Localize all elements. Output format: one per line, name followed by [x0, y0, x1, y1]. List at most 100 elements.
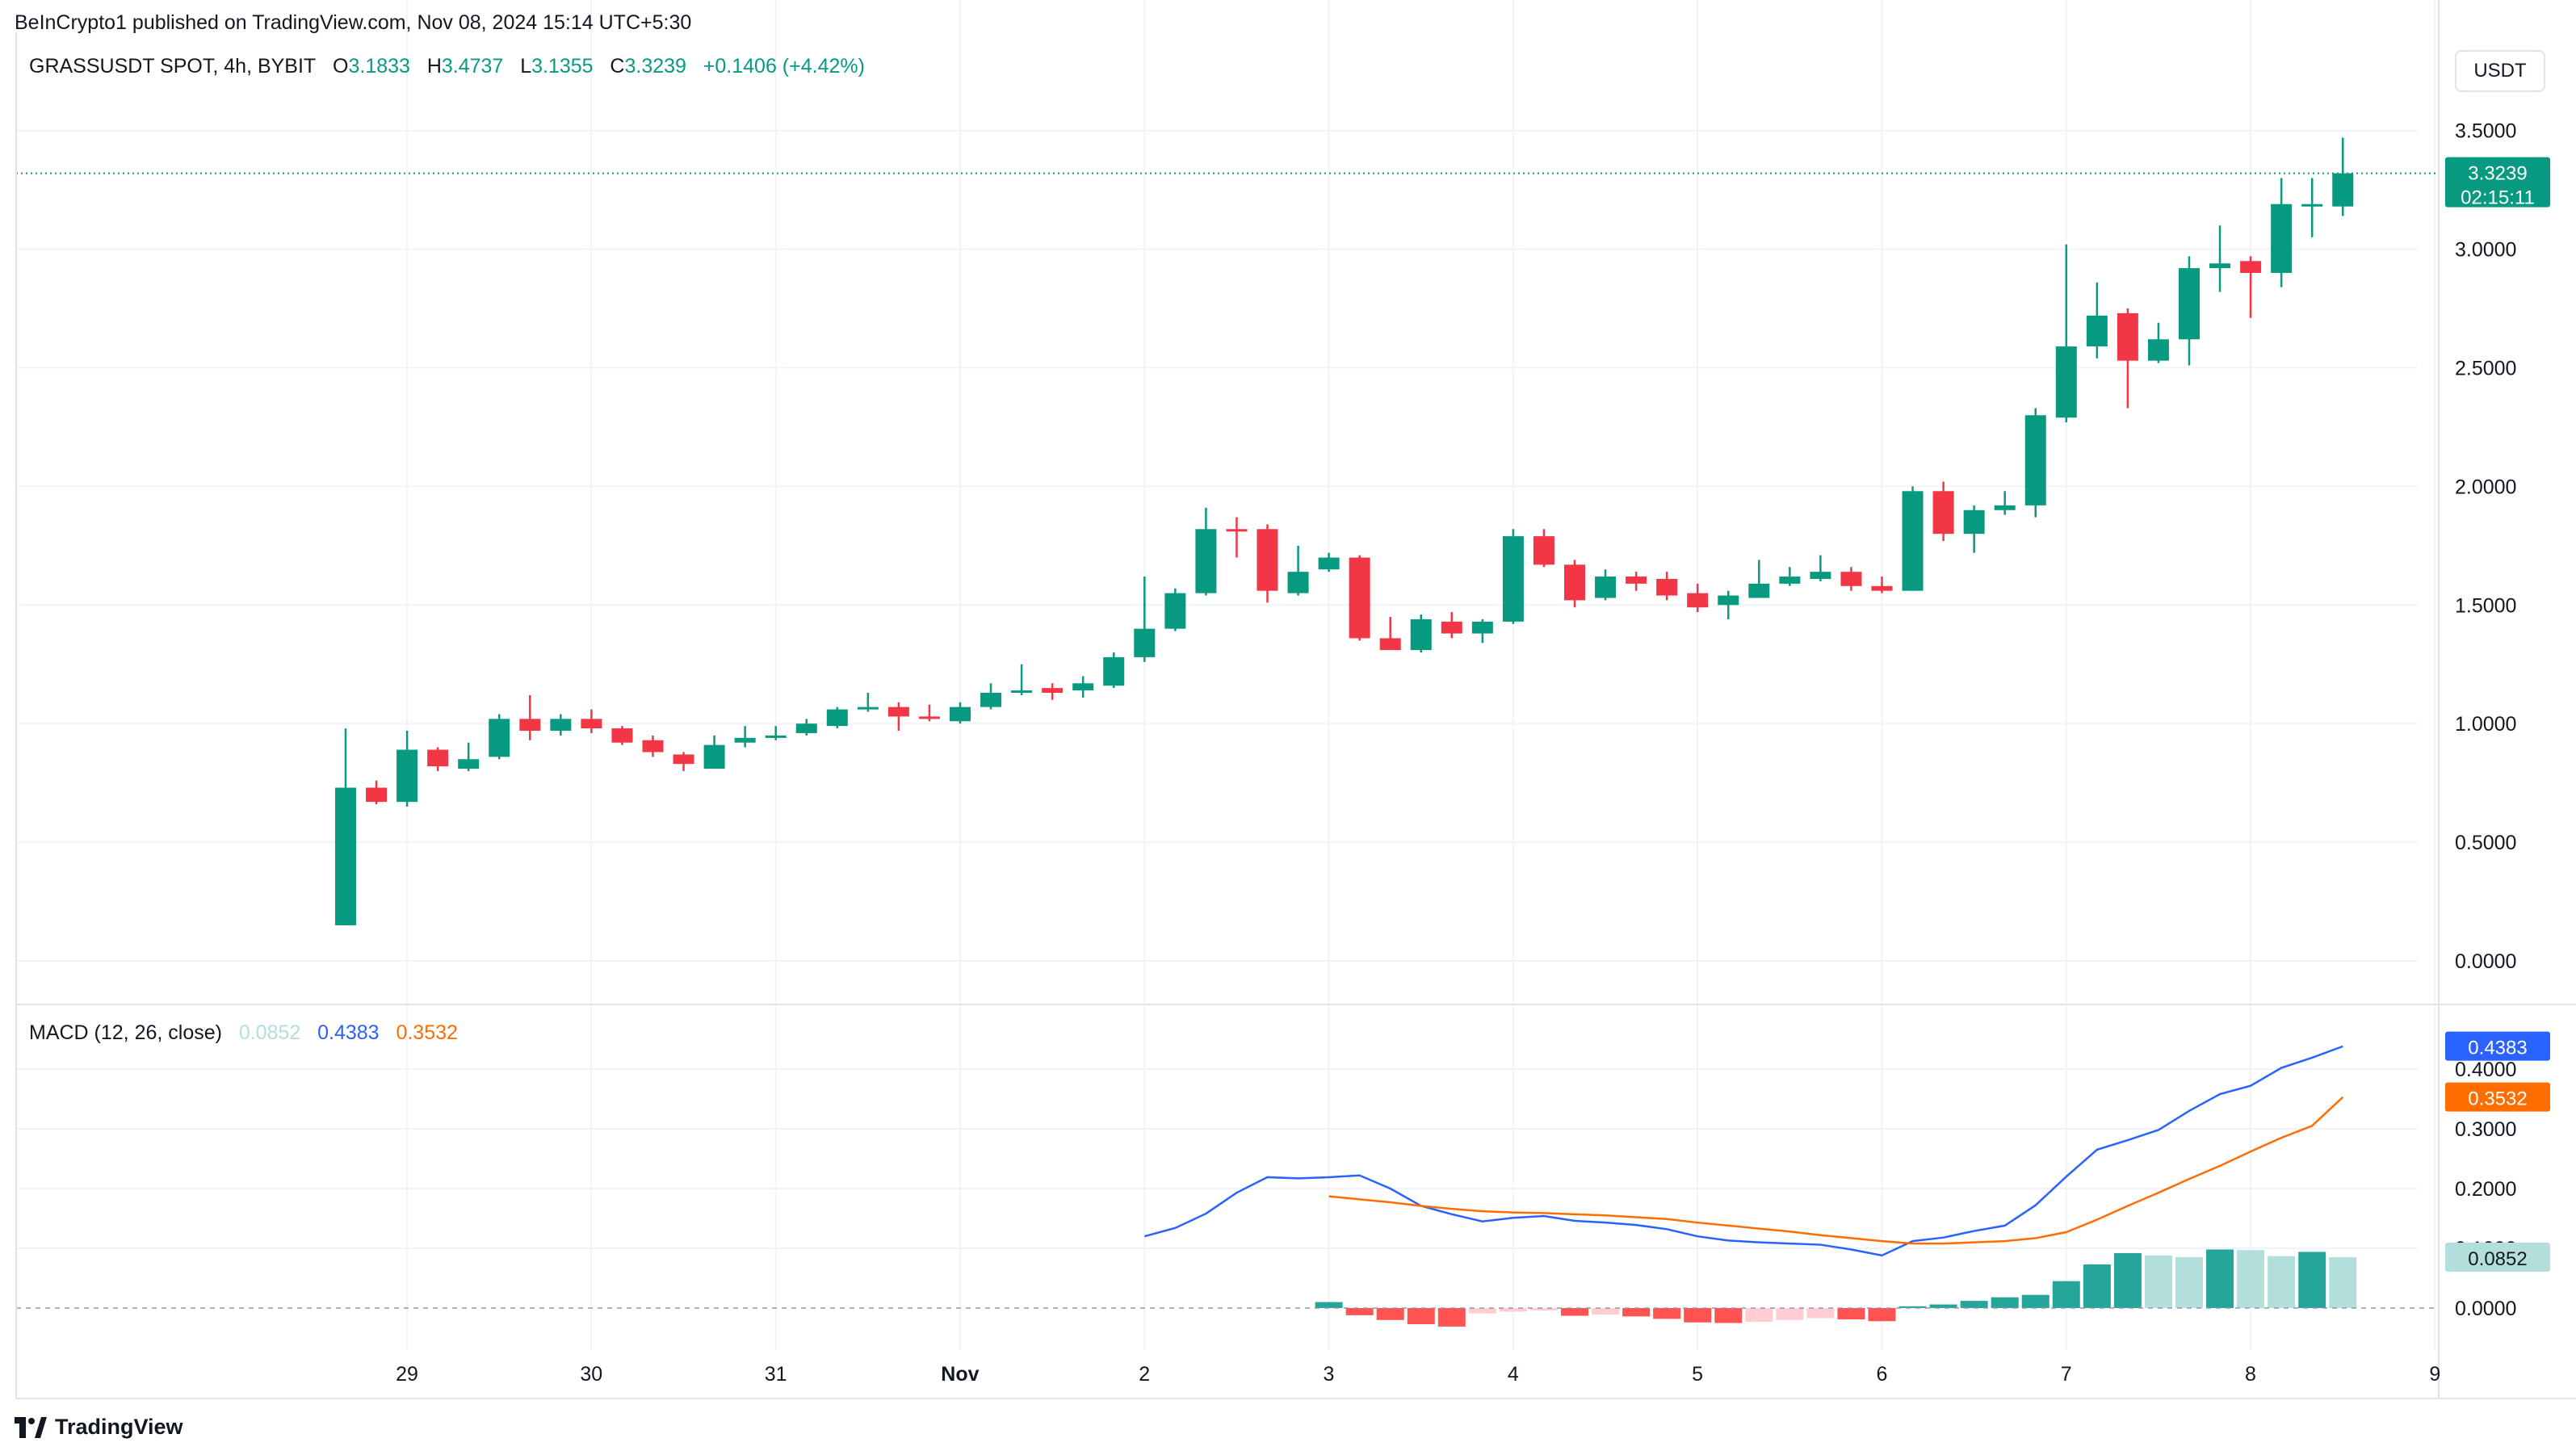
candle-up — [1134, 628, 1156, 657]
macd-histogram-bar — [1529, 1308, 1558, 1310]
price-tick-label: 1.0000 — [2455, 713, 2516, 736]
macd-histogram-bar — [1806, 1308, 1835, 1319]
macd-histogram-bar — [1960, 1301, 1988, 1308]
candle-down — [1349, 557, 1370, 639]
time-axis[interactable]: 29 30 31 Nov 2 3 4 5 6 7 8 9 — [396, 1363, 2440, 1386]
time-tick-label: 5 — [1692, 1363, 1703, 1386]
open-label: O — [333, 55, 349, 78]
macd-histogram — [1315, 1249, 2357, 1327]
macd-line-legend-value: 0.4383 — [317, 1021, 380, 1044]
time-tick-label: Nov — [941, 1363, 979, 1386]
macd-histogram-bar — [1714, 1308, 1743, 1323]
macd-histogram-bar — [2237, 1250, 2265, 1308]
price-axis[interactable]: 3.5000 3.0000 2.5000 2.0000 1.5000 1.0000 0.50… — [2455, 120, 2516, 973]
time-tick-label: 6 — [1876, 1363, 1887, 1386]
candle-up — [2147, 339, 2169, 361]
signal-legend-value: 0.3532 — [396, 1021, 458, 1044]
price-tick-label: 0.5000 — [2455, 832, 2516, 854]
tradingview-logo-icon — [15, 1416, 47, 1438]
macd-histogram-bar — [2113, 1252, 2142, 1308]
price-tick-label: 3.0000 — [2455, 239, 2516, 262]
candle-down — [366, 787, 388, 803]
candle-up — [1072, 683, 1094, 691]
price-tick-label: 2.5000 — [2455, 358, 2516, 380]
candle-up — [826, 709, 848, 727]
candle-up — [2209, 263, 2231, 269]
candle-down — [2117, 312, 2138, 361]
candle-down — [642, 740, 664, 753]
candle-down — [918, 716, 940, 719]
close-value: 3.3239 — [624, 55, 686, 78]
macd-histogram-bar — [2052, 1281, 2080, 1308]
low-label: L — [520, 55, 532, 78]
hist-value-badge-bg — [2445, 1242, 2550, 1272]
candle-up — [396, 749, 418, 803]
change-value: +0.1406 (+4.42%) — [703, 55, 865, 78]
macd-tick-label: 0.0000 — [2455, 1298, 2516, 1320]
candle-up — [335, 787, 356, 925]
candle-up — [2301, 203, 2323, 207]
macd-histogram-bar — [2175, 1257, 2203, 1308]
last-price-badge-bg — [2445, 157, 2550, 208]
macd-tick-label: 0.3000 — [2455, 1118, 2516, 1141]
time-tick-label: 30 — [580, 1363, 602, 1386]
open-value: 3.1833 — [348, 55, 410, 78]
macd-histogram-bar — [1898, 1306, 1927, 1308]
macd-histogram-bar — [2268, 1256, 2296, 1308]
brand-name: TradingView — [55, 1415, 183, 1439]
candle-down — [1533, 536, 1554, 565]
candle-up — [857, 707, 879, 710]
candle-up — [2271, 203, 2293, 273]
macd-title[interactable]: MACD (12, 26, close) — [29, 1021, 222, 1044]
candle-up — [2086, 315, 2108, 347]
macd-histogram-bar — [1929, 1304, 1957, 1308]
candle-up — [1471, 621, 1493, 634]
macd-histogram-bar — [1592, 1308, 1620, 1315]
publisher-header: BeInCrypto1 published on TradingView.com… — [15, 11, 692, 34]
candle-down — [1042, 688, 1064, 694]
low-value: 3.1355 — [531, 55, 594, 78]
candle-down — [1226, 529, 1248, 532]
currency-button[interactable]: USDT — [2455, 50, 2545, 92]
macd-histogram-bar — [2206, 1249, 2234, 1308]
tradingview-brand[interactable]: TradingView — [15, 1415, 183, 1440]
candle-up — [1103, 656, 1125, 686]
candle-down — [887, 707, 909, 717]
time-tick-label: 29 — [396, 1363, 418, 1386]
macd-histogram-bar — [1776, 1308, 1804, 1320]
last-price-badge-text: 02:15:11 — [2461, 187, 2535, 209]
macd-histogram-bar — [2329, 1257, 2357, 1308]
candle-up — [950, 707, 971, 722]
candle-down — [2240, 261, 2262, 273]
high-label: H — [426, 55, 442, 78]
high-value: 3.4737 — [441, 55, 504, 78]
candle-up — [980, 693, 1002, 707]
candle-down — [1687, 593, 1709, 608]
candle-up — [1164, 593, 1186, 629]
candle-up — [1195, 529, 1217, 593]
macd-histogram-bar — [1745, 1308, 1773, 1323]
candle-up — [489, 719, 510, 757]
macd-histogram-bar — [1499, 1308, 1527, 1312]
candle-down — [427, 749, 449, 767]
macd-tick-label: 0.2000 — [2455, 1178, 2516, 1201]
pane-frame — [15, 0, 2576, 1399]
signal-line — [1328, 1096, 2344, 1245]
candle-up — [795, 723, 817, 733]
macd-histogram-bar — [1345, 1308, 1374, 1315]
candle-down — [1840, 572, 1862, 586]
candle-down — [1932, 491, 1954, 535]
price-tick-label: 0.0000 — [2455, 950, 2516, 973]
macd-histogram-bar — [1991, 1297, 2019, 1308]
symbol-name[interactable]: GRASSUSDT SPOT, 4h, BYBIT — [29, 55, 317, 78]
macd-histogram-bar — [1407, 1308, 1435, 1324]
candle-up — [458, 759, 480, 769]
macd-histogram-bar — [2298, 1252, 2326, 1308]
grid-lines — [16, 0, 2436, 1350]
time-tick-label: 31 — [765, 1363, 787, 1386]
price-tick-label: 3.5000 — [2455, 120, 2516, 143]
candle-up — [1902, 491, 1924, 591]
candle-up — [1994, 505, 2016, 510]
